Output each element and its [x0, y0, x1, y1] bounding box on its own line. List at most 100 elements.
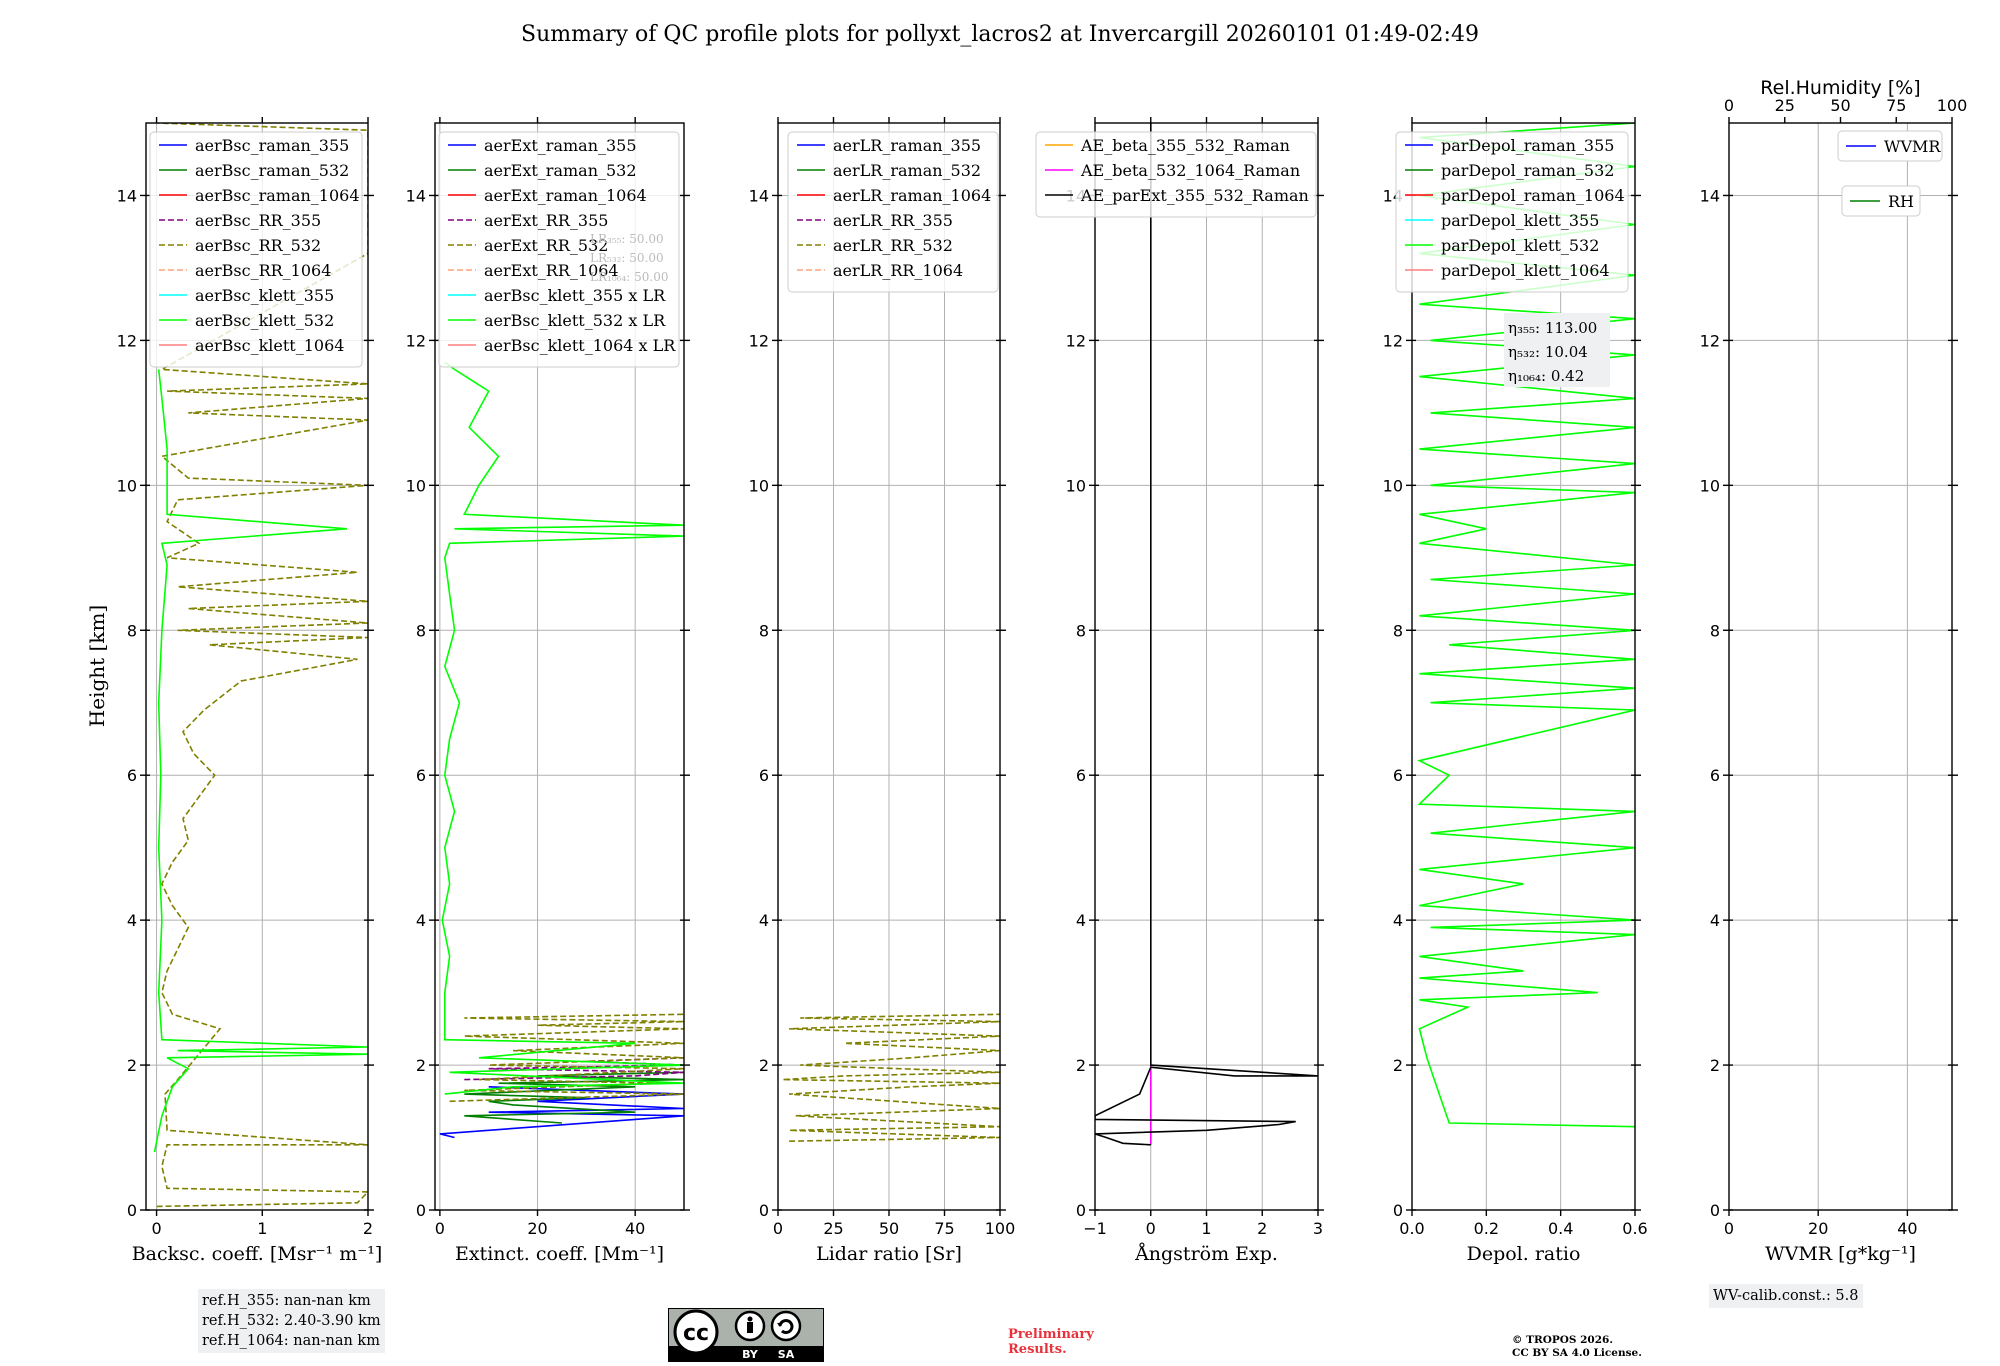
series-AE_parExt_355_532_Raman	[1095, 123, 1318, 1146]
legend-label: aerLR_raman_355	[833, 136, 981, 155]
x-axis-label: WVMR [g*kg⁻¹]	[1765, 1243, 1916, 1265]
y-axis-label: Height [km]	[85, 605, 109, 727]
x-axis-label: Depol. ratio	[1467, 1243, 1581, 1265]
legend-label: aerExt_raman_532	[484, 161, 637, 180]
eta-label: η₃₅₅: 113.00	[1508, 319, 1597, 337]
legend-label: WVMR	[1884, 137, 1941, 156]
x-tick-label: 0.6	[1622, 1219, 1647, 1238]
y-tick-label: 12	[1700, 331, 1720, 350]
x-tick-label: 75	[934, 1219, 954, 1238]
x-tick-label: 0.0	[1399, 1219, 1424, 1238]
y-tick-label: 6	[759, 766, 769, 785]
legend-label: aerBsc_RR_532	[195, 236, 321, 255]
y-tick-label: 0	[416, 1201, 426, 1220]
y-tick-label: 6	[416, 766, 426, 785]
y-tick-label: 0	[127, 1201, 137, 1220]
axes-frame	[1728, 122, 1953, 1211]
y-tick-label: 8	[127, 621, 137, 640]
x-tick-label: 0.4	[1548, 1219, 1573, 1238]
preliminary-results-note: Preliminary Results.	[1008, 1327, 1094, 1357]
series-aerBsc_klett_532	[153, 369, 368, 1153]
series-aerBsc_klett_532 x LR	[441, 361, 684, 1095]
y-tick-label: 2	[1710, 1056, 1720, 1075]
y-tick-label: 10	[749, 476, 769, 495]
y-tick-label: 10	[1700, 476, 1720, 495]
legend-label: AE_beta_532_1064_Raman	[1080, 161, 1300, 180]
ref-h-1064: ref.H_1064: nan-nan km	[202, 1333, 380, 1349]
copyright-line-1: © TROPOS 2026.	[1512, 1334, 1614, 1346]
legend: aerBsc_raman_355 aerBsc_raman_532 aerBsc_r…	[149, 131, 363, 368]
y-tick-label: 12	[1383, 331, 1403, 350]
x2-tick-label: 50	[1830, 96, 1850, 115]
y-tick-label: 2	[416, 1056, 426, 1075]
axes-frame	[145, 122, 369, 1211]
x-tick-label: 3	[1313, 1219, 1323, 1238]
legend-label: aerExt_RR_355	[484, 211, 608, 230]
x-axis-label: Ångström Exp.	[1134, 1243, 1278, 1265]
legend-label: aerBsc_klett_532 x LR	[484, 311, 666, 330]
panel-lidar_ratio: 0 2 4 6 8 10 12 14 0 25 50 75 100 Lidar ratio [Sr] aer…	[749, 117, 1016, 1265]
y-tick-label: 4	[127, 911, 137, 930]
y-tick-label: 6	[127, 766, 137, 785]
series-group	[782, 1013, 1000, 1142]
eta-box	[1504, 313, 1610, 387]
y-tick-label: 10	[406, 476, 426, 495]
series-parDepol_klett_532	[1417, 123, 1635, 1128]
legend: parDepol_raman_355 parDepol_raman_532 parD…	[1395, 131, 1629, 293]
y-tick-label: 8	[416, 621, 426, 640]
series-group	[439, 361, 684, 1139]
x-tick-label: 0	[151, 1219, 161, 1238]
legend-label: aerBsc_RR_355	[195, 211, 321, 230]
cc-by-label: BY	[742, 1348, 759, 1361]
series-aerLR_RR_532	[782, 1013, 1000, 1142]
eta-label: η₁₀₆₄: 0.42	[1508, 367, 1584, 385]
ref-h-355: ref.H_355: nan-nan km	[202, 1293, 371, 1309]
legend-box	[438, 131, 680, 368]
y-tick-label: 12	[406, 331, 426, 350]
legend-label: aerBsc_raman_355	[195, 136, 349, 155]
legend-box	[1837, 130, 1943, 162]
y-tick-label: 14	[1700, 186, 1720, 205]
copyright-line-2: CC BY SA 4.0 License.	[1512, 1347, 1642, 1359]
legend-label: parDepol_raman_532	[1441, 161, 1614, 180]
x-tick-label: 25	[823, 1219, 843, 1238]
y-tick-label: 12	[1066, 331, 1086, 350]
y-tick-label: 12	[749, 331, 769, 350]
x-axis-label: Backsc. coeff. [Msr⁻¹ m⁻¹]	[132, 1243, 383, 1265]
y-tick-label: 2	[759, 1056, 769, 1075]
series-group	[153, 123, 368, 1208]
legend-box	[149, 131, 363, 368]
legend-label: aerBsc_raman_1064	[195, 186, 360, 205]
cc-license-logo: cc BY SA	[668, 1308, 824, 1362]
legend: aerLR_raman_355 aerLR_raman_532 aerLR_rama…	[787, 131, 999, 293]
legend-label: aerLR_RR_532	[833, 236, 953, 255]
legend-label: aerLR_RR_355	[833, 211, 953, 230]
lr-label: LR₅₃₂: 50.00	[590, 251, 664, 265]
series-aerExt_RR_355	[464, 1057, 684, 1081]
x2-tick-label: 100	[1937, 96, 1968, 115]
y-tick-label: 8	[1076, 621, 1086, 640]
x-tick-label: 2	[1257, 1219, 1267, 1238]
legend: aerExt_raman_355 aerExt_raman_532 aerExt_r…	[438, 131, 680, 368]
x-tick-label: 0	[773, 1219, 783, 1238]
legend-label: aerExt_raman_1064	[484, 186, 647, 205]
legend-label: RH	[1888, 192, 1914, 211]
series-group	[1417, 123, 1635, 1128]
wv-calib-info: WV-calib.const.: 5.8	[1709, 1284, 1863, 1308]
wv-calib-const: WV-calib.const.: 5.8	[1713, 1288, 1859, 1304]
preliminary-line-2: Results.	[1008, 1342, 1067, 1357]
legend-label: parDepol_klett_355	[1441, 211, 1599, 230]
y-tick-label: 10	[1383, 476, 1403, 495]
legend-label: parDepol_klett_532	[1441, 236, 1599, 255]
x-tick-label: 0.2	[1474, 1219, 1499, 1238]
x-tick-label: 2	[363, 1219, 373, 1238]
x-tick-label: 1	[257, 1219, 267, 1238]
legend-label: aerExt_raman_355	[484, 136, 637, 155]
y-tick-label: 2	[1076, 1056, 1086, 1075]
y-tick-label: 6	[1710, 766, 1720, 785]
cc-text: cc	[683, 1321, 709, 1346]
x-tick-label: 100	[985, 1219, 1016, 1238]
